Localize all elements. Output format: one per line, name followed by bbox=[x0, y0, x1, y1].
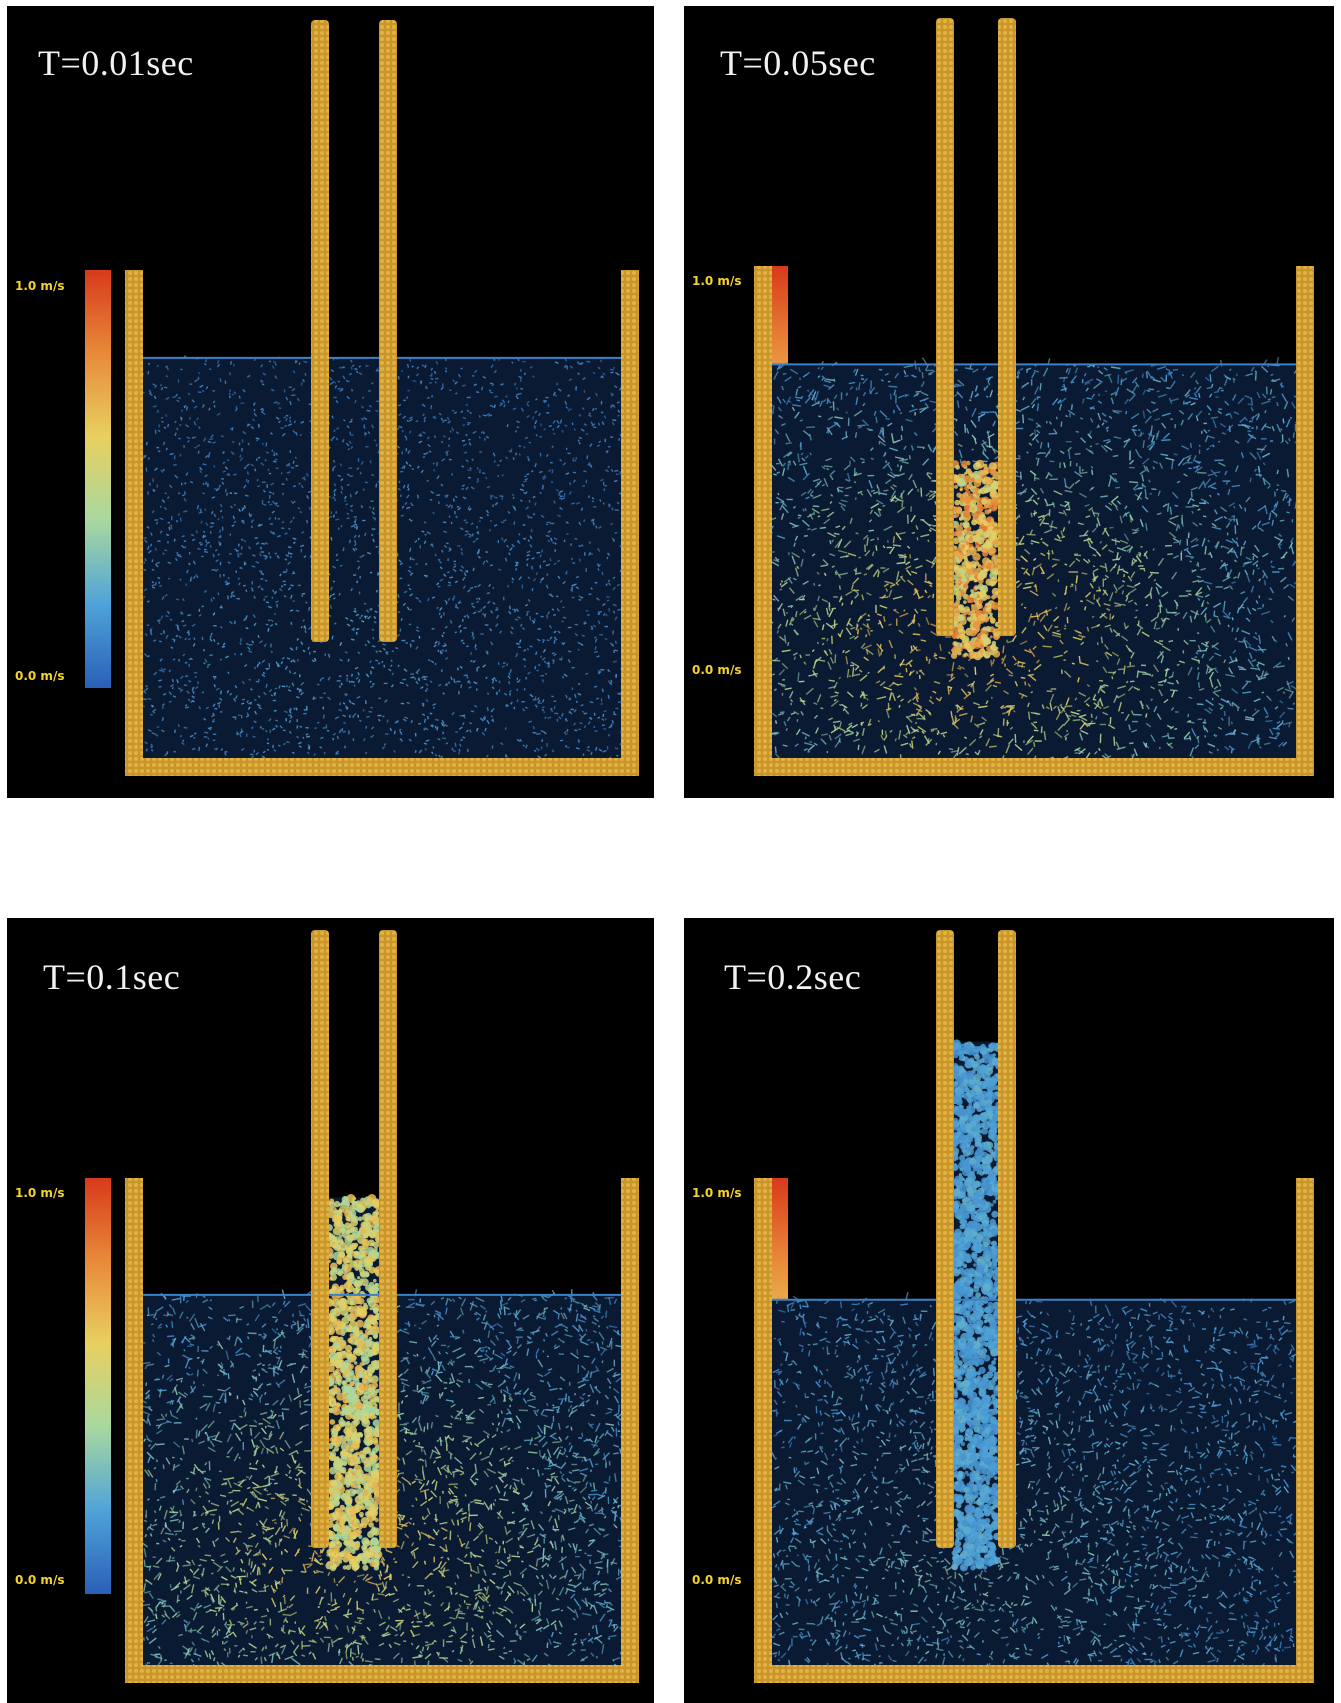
time-label: T=0.01sec bbox=[38, 43, 194, 83]
pipe-walls bbox=[311, 20, 397, 642]
colorbar-min-label: 0.0 m/s bbox=[692, 1573, 742, 1587]
simulation-panel-3: T=0.1sec 1.0 m/s 0.0 m/s bbox=[7, 918, 654, 1703]
simulation-scene bbox=[754, 930, 1314, 1683]
colorbar-min-label: 0.0 m/s bbox=[692, 663, 742, 677]
pipe-walls bbox=[936, 930, 1016, 1548]
simulation-panel-4: T=0.2sec 1.0 m/s 0.0 m/s bbox=[684, 918, 1334, 1703]
colorbar-max-label: 1.0 m/s bbox=[15, 1186, 65, 1200]
simulation-scene bbox=[85, 20, 639, 776]
tank-walls bbox=[754, 266, 1314, 776]
plume-column bbox=[949, 459, 1002, 661]
colorbar bbox=[85, 1178, 111, 1594]
colorbar-max-label: 1.0 m/s bbox=[692, 1186, 742, 1200]
particle-field bbox=[764, 356, 1302, 765]
colorbar-max-label: 1.0 m/s bbox=[15, 279, 65, 293]
particle-field bbox=[766, 1292, 1302, 1670]
tank-walls bbox=[125, 1178, 639, 1683]
colorbar-min-label: 0.0 m/s bbox=[15, 1573, 65, 1587]
pipe-walls bbox=[311, 930, 397, 1548]
time-label: T=0.05sec bbox=[720, 43, 876, 83]
pipe-walls bbox=[936, 18, 1016, 636]
simulation-scene bbox=[754, 18, 1314, 776]
plume-column bbox=[949, 1039, 1003, 1572]
simulation-panel-2: T=0.05sec 1.0 m/s 0.0 m/s bbox=[684, 6, 1334, 798]
tank-walls bbox=[754, 1178, 1314, 1683]
colorbar-max-label: 1.0 m/s bbox=[692, 274, 742, 288]
time-label: T=0.2sec bbox=[724, 957, 862, 997]
tank-walls bbox=[125, 270, 639, 776]
colorbar bbox=[85, 270, 111, 688]
time-label: T=0.1sec bbox=[43, 957, 181, 997]
simulation-panel-1: T=0.01sec 1.0 m/s 0.0 m/s bbox=[7, 6, 654, 798]
plume-column bbox=[325, 1194, 384, 1572]
simulation-scene bbox=[85, 930, 639, 1683]
colorbar-min-label: 0.0 m/s bbox=[15, 669, 65, 683]
